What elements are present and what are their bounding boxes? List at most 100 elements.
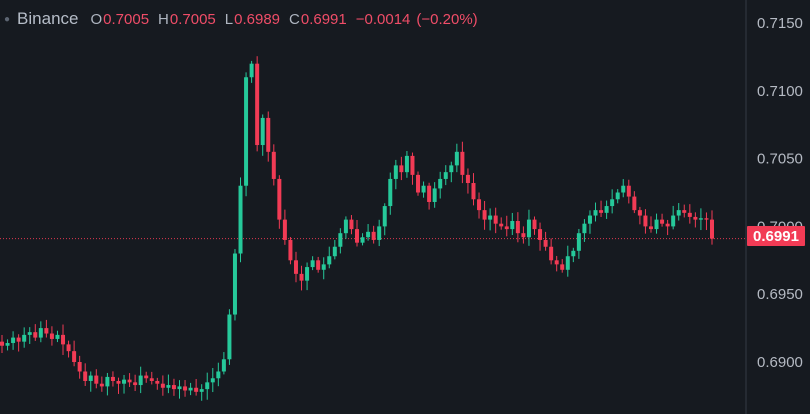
candle-up (360, 233, 365, 246)
candle-body (27, 332, 32, 335)
candle-body (171, 385, 176, 390)
candle-body (355, 229, 359, 243)
candle-body (277, 178, 282, 220)
candle-body (133, 382, 138, 386)
candle-up (671, 205, 676, 230)
candle-up (210, 368, 215, 393)
candle-body (255, 63, 260, 146)
candle-body (671, 215, 676, 227)
candle-body (238, 185, 243, 254)
candle-down (493, 207, 498, 234)
candle-body (515, 220, 520, 234)
candle-down (144, 371, 149, 383)
candle-up (443, 165, 448, 186)
candle-down (648, 216, 653, 233)
candle-body (626, 185, 631, 197)
candle-body (510, 220, 515, 230)
candle-body (532, 219, 537, 230)
candle-body (49, 333, 54, 339)
candle-body (94, 375, 99, 384)
candle-up (227, 309, 232, 365)
candle-body (99, 383, 104, 387)
candle-down (127, 373, 132, 387)
candle-body (648, 226, 653, 230)
candle-body (249, 63, 254, 78)
candle-up (232, 249, 237, 321)
candle-up (432, 182, 437, 208)
candle-body (543, 239, 548, 247)
candle-body (5, 343, 10, 346)
candle-body (88, 375, 93, 381)
candle-body (660, 219, 665, 224)
candle-body (288, 239, 293, 261)
open-label: O (90, 10, 103, 28)
candle-down (687, 204, 692, 224)
candle-down (471, 173, 476, 206)
candle-body (332, 246, 337, 257)
candle-body (216, 371, 221, 379)
candle-body (0, 341, 4, 346)
candle-down (660, 213, 665, 227)
symbol-name[interactable]: Binance (17, 9, 79, 28)
candle-down (416, 171, 421, 196)
candle-body (316, 260, 321, 270)
last-price-tag: 0.6991 (747, 226, 805, 246)
candle-body (343, 219, 348, 234)
candle-body (416, 174, 421, 193)
candle-down (543, 231, 548, 251)
candle-body (454, 151, 459, 166)
candle-down (637, 206, 642, 225)
candle-body (421, 185, 426, 193)
open-value: 0.7005 (103, 10, 150, 28)
change-value: −0.0014 (355, 10, 411, 28)
candle-body (210, 378, 215, 383)
candle-down (632, 191, 637, 214)
candle-body (393, 165, 398, 179)
candle-body (366, 231, 371, 238)
candle-body (460, 151, 465, 175)
candle-up (188, 382, 193, 396)
candle-down (515, 212, 520, 243)
candle-up (454, 143, 459, 173)
price-axis-tick-label: 0.7100 (757, 83, 803, 100)
candle-body (144, 375, 149, 379)
candle-body (449, 165, 454, 173)
candle-down (477, 192, 482, 219)
candle-up (571, 247, 576, 263)
close-value: 0.6991 (300, 10, 347, 28)
candle-body (149, 378, 154, 381)
candle-down (399, 156, 404, 181)
candle-body (371, 231, 376, 240)
candle-body (482, 210, 487, 220)
candle-body (116, 380, 121, 384)
candle-down (160, 375, 165, 396)
candle-body (305, 267, 310, 281)
candle-body (77, 362, 82, 372)
candle-down (255, 56, 260, 152)
candle-body (260, 117, 265, 146)
candle-down (560, 259, 565, 273)
candle-body (177, 386, 182, 390)
candle-down (693, 212, 698, 228)
candle-body (565, 256, 570, 270)
candle-body (83, 371, 88, 381)
candle-up (421, 181, 426, 198)
candle-up (615, 189, 620, 204)
candle-body (61, 334, 66, 345)
candle-up (332, 240, 337, 260)
candle-body (22, 334, 27, 342)
candle-down (49, 326, 54, 346)
candle-up (310, 256, 315, 271)
candle-up (526, 209, 531, 246)
candle-down (665, 219, 670, 236)
candle-down (288, 237, 293, 265)
candle-body (321, 264, 326, 270)
candle-body (665, 223, 670, 227)
candle-body (499, 223, 504, 227)
candle-body (271, 151, 276, 179)
candle-down (277, 175, 282, 229)
candle-up (676, 203, 681, 221)
candle-down (16, 334, 21, 352)
